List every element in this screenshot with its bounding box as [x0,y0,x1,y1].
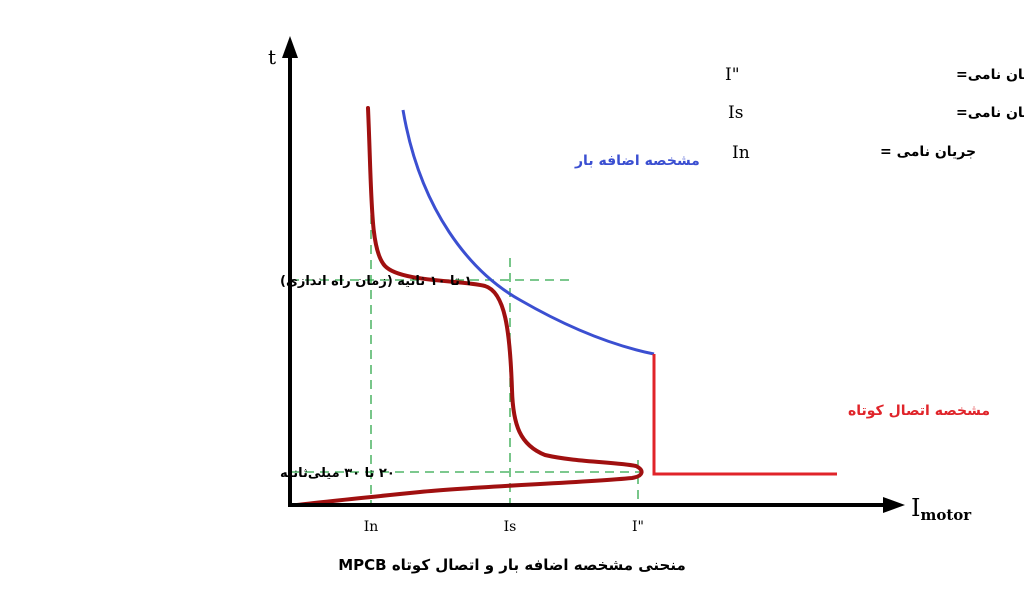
guide-lines [290,185,640,504]
x-tick-is: Is [504,519,517,535]
y-tick-start-time: ۱ تا ۱۰ ثانیه (زمان راه اندازی) [280,274,472,289]
legend-text-is: ۵ تا ۱۰ برابر جریان نامی= [956,105,1024,121]
legend: ۸ تا ۲۰ برابر جریان نامی= I" ۵ تا ۱۰ برا… [725,65,1024,163]
overload-curve-label: مشخصه اضافه بار [574,153,700,169]
legend-text-i-double: ۸ تا ۲۰ برابر جریان نامی= [956,67,1024,83]
diagram-caption: منحنی مشخصه اضافه بار و اتصال کوتاه MPCB [338,556,686,574]
short-circuit-curve-label: مشخصه اتصال کوتاه [848,403,990,419]
axes [288,52,885,507]
x-axis-arrow [883,497,905,513]
legend-symbol-in: In [732,143,750,163]
x-axis-label: Imotor [911,494,972,524]
short-circuit-curve [652,354,837,476]
y-tick-ms-time: ۲۰ تا ۳۰ میلی‌ثانیه [280,466,395,481]
legend-text-in: جریان نامی = [880,144,976,160]
legend-symbol-is: Is [728,103,743,123]
motor-start-curve [295,106,644,507]
overload-curve [401,109,655,356]
y-axis-arrow [282,36,298,58]
x-tick-in: In [364,519,379,535]
y-axis-label: t [268,45,276,69]
x-axis-label-subscript: motor [920,506,972,524]
x-tick-i-double: I" [632,519,644,535]
legend-symbol-i-double: I" [725,65,740,85]
